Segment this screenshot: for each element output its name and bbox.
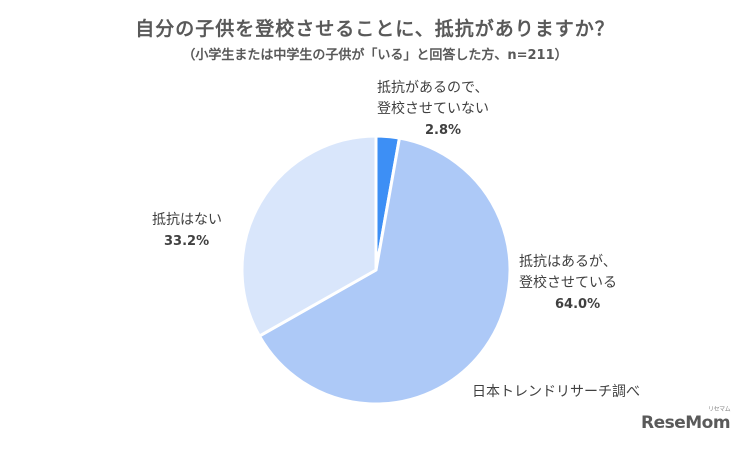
slice-label-refuse: 抵抗があるので、 登校させていない 2.8% — [377, 78, 489, 141]
slice-label-attend-line-1: 抵抗はあるが、 — [519, 254, 617, 270]
slice-label-refuse-line-1: 抵抗があるので、 — [377, 80, 489, 96]
slice-label-attend: 抵抗はあるが、 登校させている 64.0% — [519, 252, 617, 315]
logo-kana: リセマム — [708, 406, 731, 413]
chart-subtitle: （小学生または中学生の子供が「いる」と回答した方、n=211） — [182, 48, 568, 63]
slice-label-none: 抵抗はない 33.2% — [152, 210, 222, 252]
slice-label-refuse-line-2: 登校させていない — [377, 101, 489, 117]
logo-text: ReseMom — [641, 413, 731, 433]
chart-title: 自分の子供を登校させることに、抵抗がありますか？ — [135, 18, 615, 40]
pie-slice-none — [240, 134, 378, 338]
slice-value-refuse: 2.8% — [425, 123, 462, 138]
pie-slice-attend — [257, 136, 512, 406]
slice-value-attend: 64.0% — [555, 297, 601, 312]
slice-label-none-line-1: 抵抗はない — [152, 212, 222, 228]
source-note: 日本トレンドリサーチ調べ — [472, 384, 640, 400]
slice-value-none: 33.2% — [164, 234, 210, 249]
resemom-logo: ReseMom リセマム — [641, 406, 731, 433]
slice-label-attend-line-2: 登校させている — [519, 275, 617, 291]
